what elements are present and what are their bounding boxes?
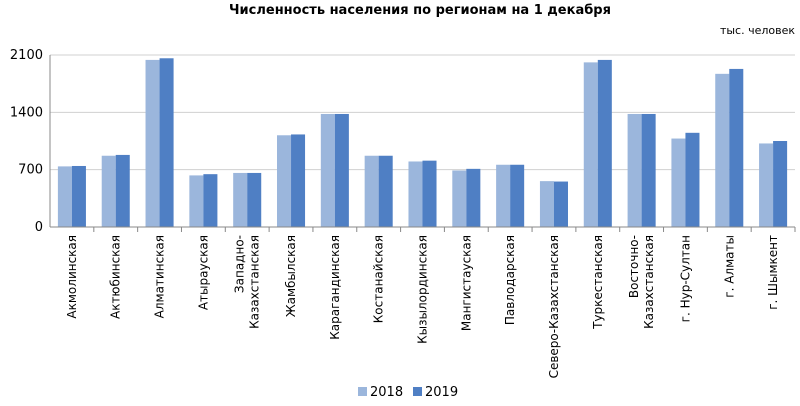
- legend-label: 2018: [370, 385, 403, 400]
- bar: [247, 172, 262, 227]
- legend-label: 2019: [425, 385, 458, 400]
- x-tick-label: Карагандинская: [328, 235, 342, 340]
- bar: [641, 113, 656, 227]
- x-tick-label: Акмолинская: [65, 235, 79, 319]
- bar: [539, 181, 554, 227]
- bar: [422, 160, 437, 227]
- bar: [510, 164, 525, 227]
- x-tick-label: Северо-Казахстанская: [547, 235, 561, 378]
- x-tick-label: Мангистауская: [459, 235, 473, 331]
- bar: [71, 165, 86, 227]
- y-tick-label: 0: [35, 220, 43, 235]
- bar: [759, 143, 774, 227]
- bar: [364, 155, 379, 227]
- bar: [452, 170, 467, 227]
- bar: [203, 174, 218, 227]
- y-tick-label: 700: [18, 163, 43, 178]
- bar: [334, 113, 349, 227]
- x-tick-label: Туркестанская: [591, 235, 605, 330]
- bar: [145, 59, 160, 227]
- bar: [671, 138, 686, 227]
- y-tick-label: 2100: [10, 48, 43, 63]
- bar: [466, 168, 481, 227]
- x-tick-label: Восточно-: [627, 235, 641, 298]
- bar: [773, 141, 788, 227]
- bar: [378, 155, 393, 227]
- x-tick-label: Кызылординская: [416, 235, 430, 344]
- bar: [583, 62, 598, 227]
- unit-label: тыс. человек: [720, 24, 795, 37]
- bar: [715, 73, 730, 227]
- bar: [496, 164, 511, 227]
- bar: [115, 154, 130, 227]
- x-tick-label: Костанайская: [372, 235, 386, 323]
- x-tick-label: Павлодарская: [503, 235, 517, 325]
- bar: [553, 181, 568, 227]
- x-tick-label: Алматинская: [153, 235, 167, 318]
- bar: [291, 134, 306, 227]
- bar: [597, 59, 612, 227]
- bar: [685, 132, 700, 227]
- x-tick-label: г. Шымкент: [766, 235, 780, 310]
- bar: [408, 161, 423, 227]
- bar: [277, 135, 292, 227]
- x-tick-label: г. Нур-Султан: [678, 235, 692, 322]
- bar: [729, 68, 744, 227]
- chart-title: Численность населения по регионам на 1 д…: [229, 3, 611, 18]
- x-tick-label: Казахстанская: [642, 235, 656, 329]
- x-tick-label: Актюбинская: [109, 235, 123, 319]
- bar: [57, 166, 72, 227]
- x-tick-label: г. Алматы: [722, 235, 736, 298]
- bar: [159, 58, 174, 228]
- y-tick-label: 1400: [10, 105, 43, 120]
- x-tick-label: Жамбылская: [284, 235, 298, 317]
- legend-swatch: [358, 387, 367, 396]
- bar: [233, 172, 248, 227]
- bar: [627, 113, 642, 227]
- bar: [320, 113, 335, 227]
- x-tick-label: Атырауская: [196, 235, 210, 310]
- legend-swatch: [413, 387, 422, 396]
- bar: [189, 175, 204, 227]
- x-tick-label: Западно-: [233, 235, 247, 293]
- bar: [101, 155, 116, 227]
- x-tick-label: Казахстанская: [248, 235, 262, 329]
